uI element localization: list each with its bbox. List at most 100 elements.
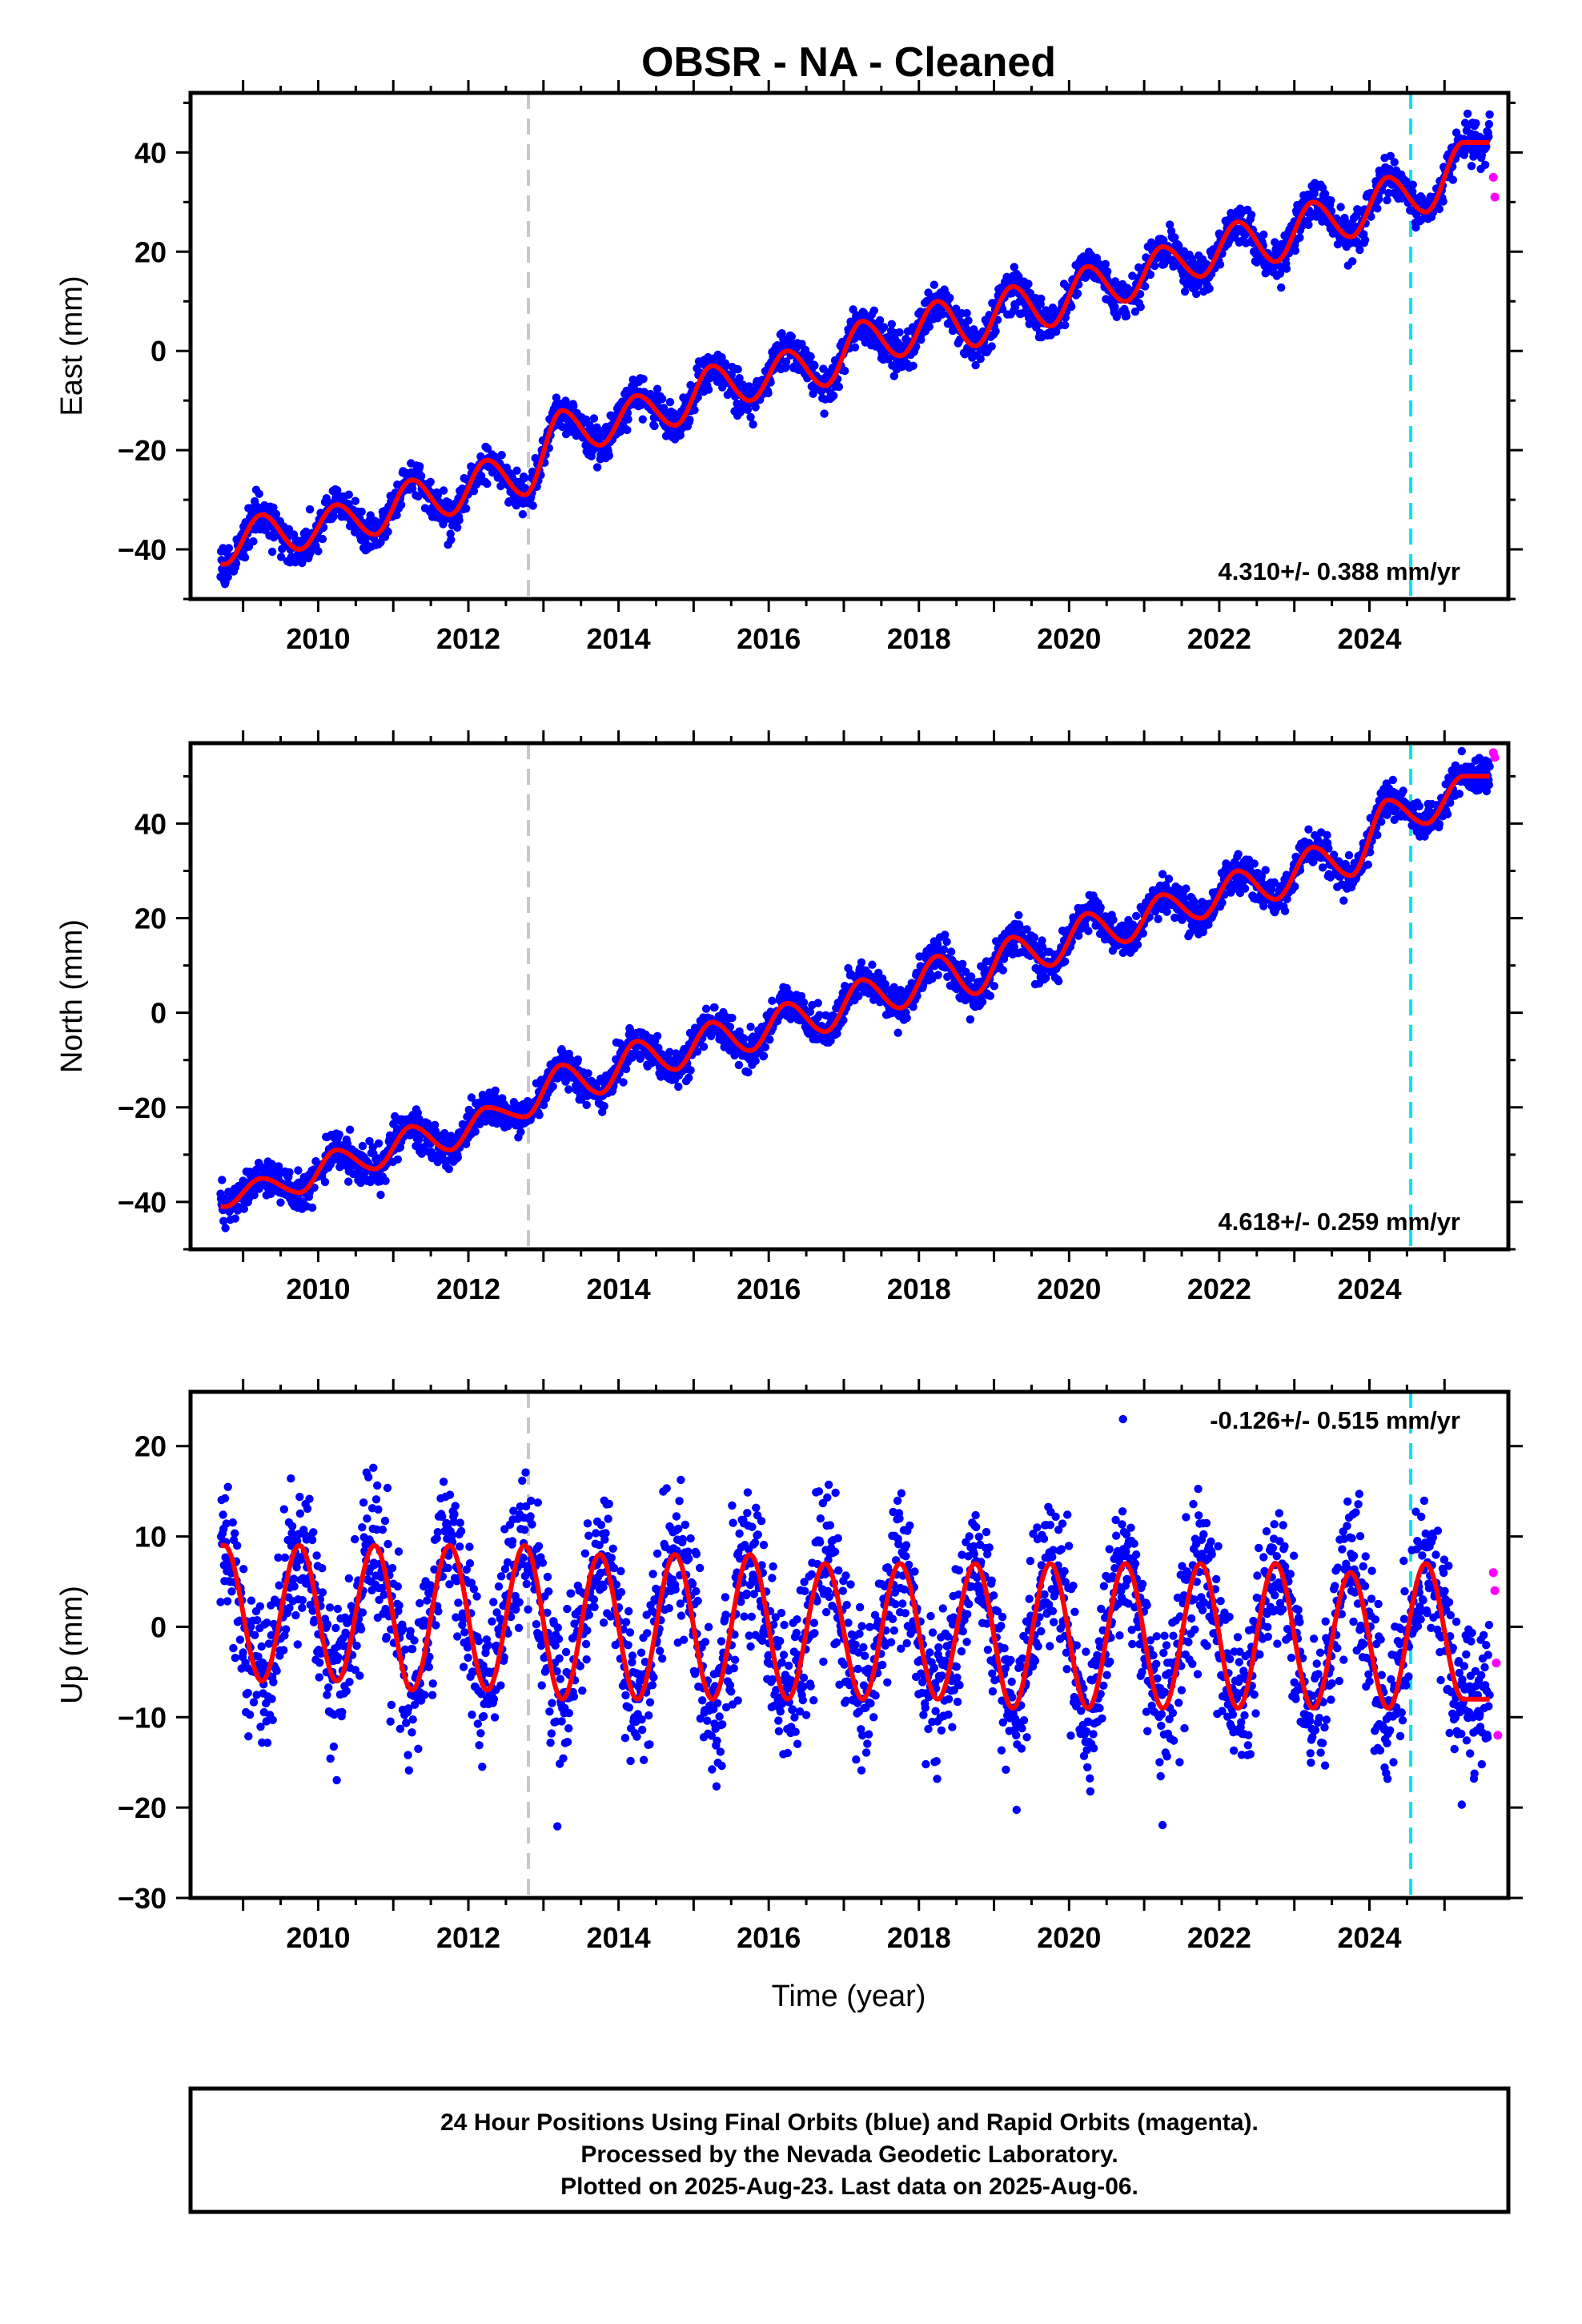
east-y-tick-label: 0 <box>151 335 167 368</box>
north-point <box>889 983 899 991</box>
east-x-tick-label: 2016 <box>737 622 801 655</box>
north-point <box>1304 825 1313 834</box>
east-point <box>408 484 417 493</box>
north-point <box>693 1047 702 1056</box>
north-point <box>1138 929 1147 938</box>
east-point <box>887 320 897 328</box>
east-y-tick-label: 20 <box>135 235 167 268</box>
north-point <box>854 991 863 1001</box>
east-point <box>1373 204 1382 213</box>
north-point <box>294 1166 303 1175</box>
north-point <box>751 1056 760 1065</box>
east-point <box>329 512 339 521</box>
east-x-tick-label: 2024 <box>1337 622 1401 655</box>
north-point <box>221 1224 230 1232</box>
east-point <box>952 304 961 313</box>
north-point <box>799 998 809 1007</box>
north-point <box>728 1013 737 1023</box>
east-point <box>1472 119 1480 128</box>
east-point <box>743 405 753 414</box>
east-x-tick-label: 2010 <box>286 622 350 655</box>
north-point <box>219 1216 228 1225</box>
north-point <box>239 1204 248 1213</box>
east-x-tick-label: 2020 <box>1037 622 1101 655</box>
east-point <box>1484 132 1493 141</box>
east-point <box>1448 175 1458 184</box>
north-point <box>345 1125 355 1134</box>
east-point <box>721 360 730 370</box>
east-y-tick-label: 40 <box>135 136 167 169</box>
east-point <box>810 361 819 370</box>
east-point <box>240 553 250 562</box>
east-point <box>1150 261 1159 271</box>
north-point <box>433 1157 442 1167</box>
north-point <box>1096 903 1105 912</box>
north-point <box>1022 925 1031 934</box>
north-point <box>1030 933 1039 942</box>
east-point <box>318 534 327 544</box>
east-point <box>658 394 667 404</box>
east-point <box>749 420 757 429</box>
east-point <box>416 462 424 471</box>
north-point <box>701 1004 711 1013</box>
panel-east: 2010 2012 2014 2016 2018 2020 2022 2024−40−2002… <box>55 80 1523 655</box>
east-point <box>1402 177 1411 186</box>
east-point <box>512 466 521 475</box>
east-point <box>462 504 471 513</box>
east-point <box>1463 109 1472 119</box>
north-point <box>966 972 976 981</box>
east-point <box>1480 160 1490 169</box>
east-point <box>751 403 760 412</box>
east-point <box>569 401 578 411</box>
east-point <box>987 342 996 351</box>
east-point <box>1390 158 1399 167</box>
east-point <box>735 374 744 383</box>
east-rapid-point <box>1490 192 1500 202</box>
north-point <box>1133 940 1142 949</box>
east-point <box>1192 289 1201 299</box>
north-point <box>1074 931 1083 940</box>
north-point <box>998 966 1008 975</box>
east-point <box>1348 257 1357 266</box>
north-point <box>285 1168 294 1177</box>
east-point <box>447 535 456 545</box>
east-point <box>469 487 479 496</box>
north-point <box>654 1043 663 1052</box>
east-point <box>1110 303 1119 312</box>
east-point <box>1112 312 1122 321</box>
north-point <box>453 1153 462 1162</box>
east-point <box>276 553 286 561</box>
east-point <box>971 360 980 370</box>
north-point <box>797 991 806 1001</box>
east-point <box>271 509 281 519</box>
north-point <box>1164 875 1174 883</box>
east-point <box>1010 263 1019 271</box>
north-point <box>857 958 866 967</box>
north-point <box>902 1014 911 1023</box>
north-point <box>358 1141 367 1151</box>
east-point <box>351 497 359 505</box>
east-point <box>1247 211 1256 219</box>
north-point <box>564 1085 573 1094</box>
east-y-axis-label: East (mm) <box>55 275 89 416</box>
north-point <box>619 1078 628 1087</box>
east-point <box>976 354 985 364</box>
north-point <box>665 1047 674 1056</box>
north-data-layer <box>216 743 1500 1249</box>
north-point <box>759 1051 769 1060</box>
east-point <box>1271 238 1279 247</box>
north-point <box>1010 943 1019 951</box>
east-point <box>483 444 492 453</box>
north-point <box>966 1015 975 1024</box>
east-point <box>416 472 426 480</box>
north-point <box>621 1064 631 1074</box>
east-point <box>1411 223 1420 232</box>
east-point <box>1061 320 1070 330</box>
east-point <box>690 405 699 415</box>
north-point <box>381 1176 390 1185</box>
north-point <box>365 1136 374 1146</box>
east-point <box>685 416 694 424</box>
north-point <box>535 1111 544 1120</box>
east-point <box>528 501 537 510</box>
